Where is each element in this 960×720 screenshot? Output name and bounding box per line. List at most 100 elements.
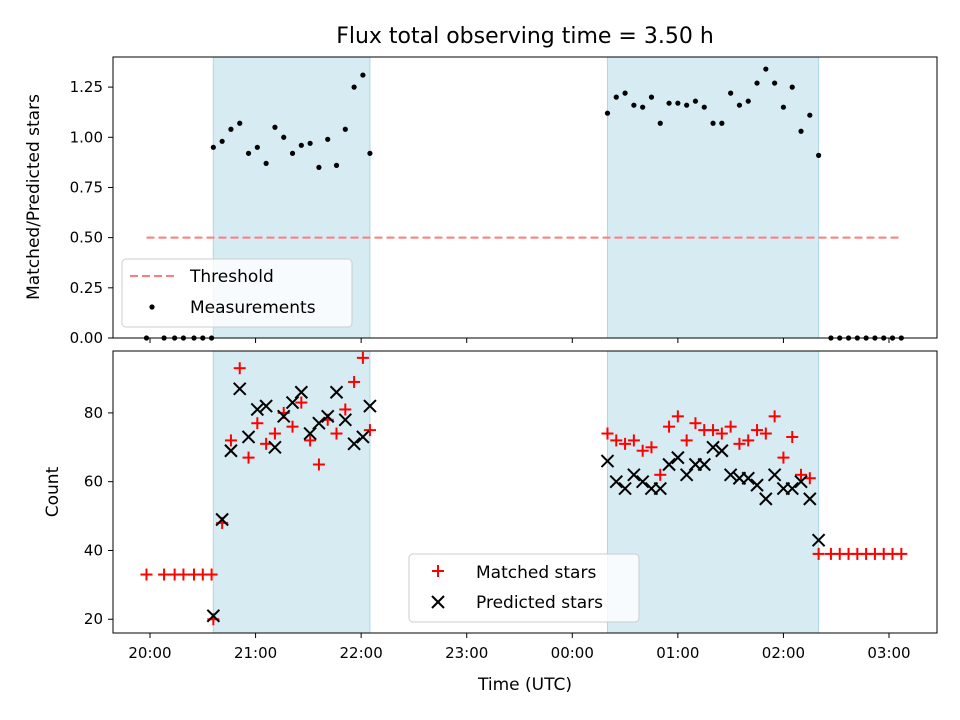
- data-point: [158, 568, 171, 581]
- data-point: [272, 124, 278, 130]
- data-point: [675, 100, 681, 106]
- data-point: [751, 424, 764, 437]
- data-point: [789, 84, 795, 90]
- data-point: [294, 385, 309, 399]
- data-point: [325, 136, 331, 142]
- data-point: [619, 437, 632, 450]
- data-point: [224, 444, 238, 458]
- data-point: [347, 437, 361, 451]
- data-point: [316, 164, 322, 170]
- chart-title: Flux total observing time = 3.50 h: [336, 24, 714, 49]
- data-point: [233, 362, 246, 375]
- data-marks: [140, 351, 908, 626]
- legend: Threshold Measurements: [121, 258, 353, 328]
- y-tick-label: 40: [84, 541, 103, 559]
- data-point: [780, 104, 787, 110]
- plot-frame: [112, 350, 938, 634]
- data-point: [312, 458, 325, 471]
- series-predicted-stars: [206, 382, 826, 623]
- data-point: [631, 102, 637, 108]
- data-point: [657, 120, 663, 126]
- data-point: [636, 444, 649, 457]
- x-axis-label: Time (UTC): [477, 675, 572, 695]
- y-tick-label: 1.00: [70, 128, 103, 146]
- data-point: [777, 451, 790, 464]
- data-point: [671, 450, 685, 465]
- data-point: [895, 547, 908, 560]
- data-point: [648, 94, 655, 100]
- data-point: [812, 547, 825, 560]
- data-point: [706, 440, 720, 454]
- data-point: [298, 142, 304, 148]
- data-point: [795, 468, 808, 481]
- data-point: [600, 454, 615, 468]
- data-point: [745, 98, 751, 104]
- data-point: [786, 430, 799, 443]
- data-point: [613, 94, 619, 100]
- data-point: [803, 492, 817, 506]
- data-point: [736, 102, 743, 108]
- data-point: [710, 120, 716, 126]
- legend-threshold-label: Threshold: [189, 267, 274, 287]
- y-axis-ticks: 0.00 0.25 0.50 0.75 1.00 1.25: [70, 78, 113, 347]
- data-point: [348, 375, 361, 388]
- y-axis-ticks: 20 40 60 80: [84, 404, 113, 628]
- data-point: [242, 451, 255, 464]
- legend-measurements-swatch: [149, 304, 155, 310]
- x-tick-label: 23:00: [445, 644, 488, 662]
- data-point: [237, 120, 243, 126]
- y-axis-label: Count: [43, 466, 63, 517]
- data-point: [321, 409, 335, 424]
- data-point: [277, 409, 291, 424]
- data-point: [654, 468, 667, 481]
- data-point: [679, 468, 694, 482]
- data-point: [268, 440, 282, 454]
- data-point: [356, 351, 369, 364]
- data-point: [363, 424, 376, 437]
- data-point: [307, 140, 313, 146]
- data-point: [692, 98, 699, 104]
- plot-frame: [112, 56, 938, 339]
- y-tick-label: 20: [84, 610, 103, 628]
- data-point: [263, 160, 269, 166]
- observing-intervals: [212, 350, 820, 634]
- data-point: [360, 72, 366, 78]
- data-point: [768, 410, 781, 423]
- data-point: [250, 402, 265, 417]
- data-point: [684, 102, 690, 108]
- data-point: [356, 430, 370, 444]
- data-point: [666, 100, 672, 106]
- data-point: [339, 403, 352, 416]
- data-point: [715, 444, 729, 458]
- data-point: [351, 84, 357, 90]
- data-point: [618, 481, 632, 496]
- data-point: [338, 413, 353, 427]
- data-point: [245, 150, 252, 156]
- data-point: [215, 512, 229, 527]
- legend-matched-label: Matched stars: [476, 563, 596, 583]
- data-point: [177, 568, 190, 581]
- data-point: [206, 609, 221, 623]
- data-point: [772, 80, 778, 86]
- legend-predicted-label: Predicted stars: [476, 593, 603, 613]
- data-point: [285, 395, 300, 410]
- data-point: [807, 112, 813, 118]
- data-point: [785, 481, 799, 496]
- data-point: [640, 104, 646, 110]
- data-point: [798, 128, 804, 134]
- y-tick-label: 1.25: [70, 78, 103, 96]
- data-point: [754, 80, 760, 86]
- data-point: [268, 427, 281, 440]
- data-point: [627, 468, 641, 482]
- x-tick-label: 22:00: [340, 644, 383, 662]
- data-point: [281, 134, 287, 140]
- data-point: [205, 568, 218, 581]
- data-point: [811, 533, 826, 547]
- legend-predicted-swatch: [431, 595, 445, 609]
- data-point: [333, 162, 340, 168]
- data-point: [759, 492, 773, 506]
- data-point: [604, 110, 611, 116]
- observing-interval: [606, 56, 820, 339]
- x-axis-ticks: 20:00 21:00 22:00 23:00 00:00 01:00 02:00 03:00: [128, 633, 911, 662]
